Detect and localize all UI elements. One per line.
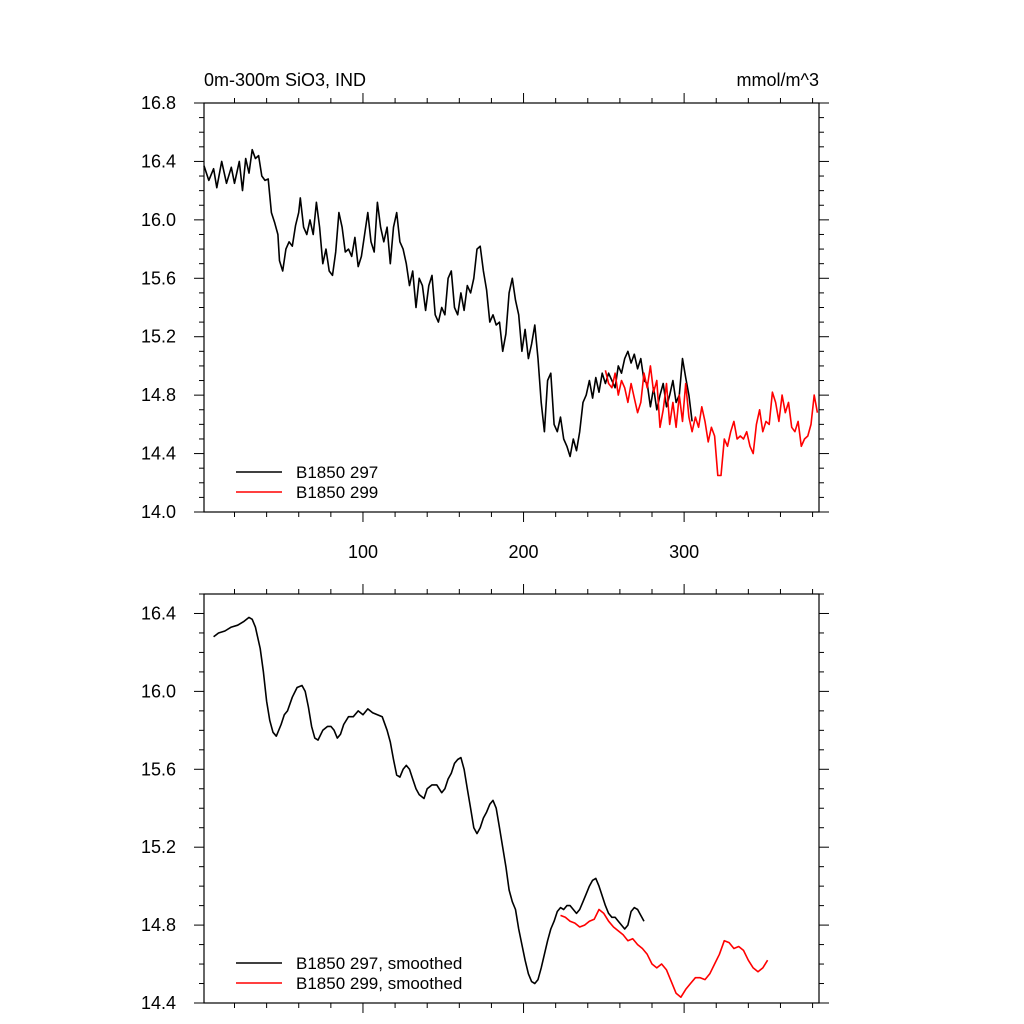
- chart-title-left: 0m-300m SiO3, IND: [204, 70, 366, 90]
- bottom-panel: 14.4 14.8 15.2 15.6 16.0 16.4 B1850 297, smoot…: [141, 584, 829, 1013]
- legend-label-1: B1850 297, smoothed: [296, 954, 462, 973]
- chart-units-label: mmol/m^3: [737, 70, 819, 90]
- y-tick-label: 16.8: [141, 93, 176, 113]
- y-tick-label: 14.8: [141, 915, 176, 935]
- y-tick-label: 16.0: [141, 210, 176, 230]
- legend-label-2: B1850 299: [296, 483, 378, 502]
- y-tick-label: 16.4: [141, 151, 176, 171]
- series-line-1: [213, 616, 645, 985]
- y-tick-label: 15.6: [141, 268, 176, 288]
- series-line-2: [560, 908, 769, 998]
- legend-label-1: B1850 297: [296, 463, 378, 482]
- y-tick-label: 14.4: [141, 444, 176, 464]
- y-tick-label: 14.8: [141, 385, 176, 405]
- y-tick-label: 15.6: [141, 759, 176, 779]
- y-tick-label: 16.4: [141, 603, 176, 623]
- legend-label-2: B1850 299, smoothed: [296, 974, 462, 993]
- y-tick-label: 16.0: [141, 681, 176, 701]
- plot-frame: [203, 102, 820, 513]
- series-line-1: [203, 148, 693, 458]
- y-tick-label: 15.2: [141, 327, 176, 347]
- x-tick-label: 100: [348, 542, 378, 562]
- y-tick-label: 14.4: [141, 993, 176, 1013]
- top-panel: 100 200 300 14.0 14.4 14.8 15.2 15.6 16.0 16.4 16.…: [141, 93, 829, 562]
- plot-frame: [203, 593, 820, 1004]
- series-line-2: [604, 365, 819, 477]
- x-tick-label: 200: [509, 542, 539, 562]
- y-tick-label: 14.0: [141, 502, 176, 522]
- y-tick-label: 15.2: [141, 837, 176, 857]
- x-tick-label: 300: [669, 542, 699, 562]
